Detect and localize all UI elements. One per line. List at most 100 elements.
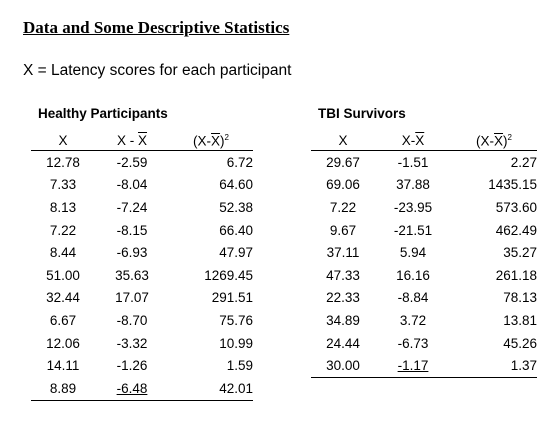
cell-squared-deviation: 261.18 xyxy=(451,264,537,287)
header-deviation-mean: X xyxy=(138,133,148,148)
cell-squared-deviation: 573.60 xyxy=(451,196,537,219)
cell-squared-deviation-value: 47.97 xyxy=(219,245,253,261)
cell-x-value: 32.44 xyxy=(46,290,80,306)
cell-squared-deviation-value: 75.76 xyxy=(219,312,253,328)
cell-deviation: 17.07 xyxy=(95,287,169,310)
table-header-row: X X-X (X-X)2 xyxy=(311,126,537,151)
cell-deviation: -1.26 xyxy=(95,354,169,377)
table-row: 69.06 37.88 1435.15 xyxy=(311,174,537,197)
cell-deviation-value: -1.26 xyxy=(116,358,148,374)
cell-squared-deviation-value: 462.49 xyxy=(495,222,537,238)
cell-x: 9.67 xyxy=(311,219,375,242)
cell-squared-deviation-value: 52.38 xyxy=(219,199,253,215)
cell-deviation-value: -8.84 xyxy=(397,290,429,306)
cell-squared-deviation: 66.40 xyxy=(169,219,253,242)
cell-deviation-value: -8.70 xyxy=(116,312,148,328)
table-row: 14.11 -1.26 1.59 xyxy=(31,354,253,377)
cell-squared-deviation: 47.97 xyxy=(169,241,253,264)
header-sq-mean: X xyxy=(494,133,504,148)
cell-squared-deviation: 10.99 xyxy=(169,332,253,355)
header-x: X xyxy=(31,126,95,151)
cell-x-value: 24.44 xyxy=(326,335,360,351)
cell-squared-deviation: 291.51 xyxy=(169,287,253,310)
cell-x: 34.89 xyxy=(311,309,375,332)
cell-squared-deviation: 1.37 xyxy=(451,354,537,378)
cell-x: 24.44 xyxy=(311,332,375,355)
cell-deviation-value: -1.51 xyxy=(397,154,429,170)
header-deviation-mean: X xyxy=(415,133,425,148)
table-row: 37.11 5.94 35.27 xyxy=(311,241,537,264)
header-sq-suffix: ) xyxy=(220,133,225,148)
table-row: 8.44 -6.93 47.97 xyxy=(31,241,253,264)
cell-deviation-value: 35.63 xyxy=(115,267,149,283)
cell-squared-deviation: 42.01 xyxy=(169,376,253,401)
header-sq-suffix: ) xyxy=(503,133,508,148)
tbi-table: X X-X (X-X)2 29.67 -1.51 2.27 69.06 37.88 143… xyxy=(311,126,537,378)
page-title: Data and Some Descriptive Statistics xyxy=(23,18,290,37)
cell-x: 12.78 xyxy=(31,151,95,174)
cell-x: 32.44 xyxy=(31,287,95,310)
cell-squared-deviation-value: 261.18 xyxy=(495,267,537,283)
cell-deviation-value: -8.04 xyxy=(116,177,148,193)
group-title-healthy: Healthy Participants xyxy=(38,106,168,121)
cell-x-value: 7.22 xyxy=(329,199,357,215)
cell-squared-deviation-value: 35.27 xyxy=(503,245,537,261)
cell-squared-deviation: 1269.45 xyxy=(169,264,253,287)
group-title-tbi: TBI Survivors xyxy=(318,106,406,121)
header-deviation: X-X xyxy=(375,126,451,151)
cell-deviation: -6.93 xyxy=(95,241,169,264)
cell-squared-deviation: 45.26 xyxy=(451,332,537,355)
cell-deviation-value: 3.72 xyxy=(399,312,427,328)
cell-squared-deviation-value: 13.81 xyxy=(503,312,537,328)
cell-deviation-value: -6.73 xyxy=(397,335,429,351)
cell-squared-deviation: 52.38 xyxy=(169,196,253,219)
header-squared-deviation: (X-X)2 xyxy=(451,126,537,151)
cell-deviation-value: -8.15 xyxy=(116,222,148,238)
cell-x-value: 34.89 xyxy=(326,312,360,328)
table-row: 8.89 -6.48 42.01 xyxy=(31,376,253,401)
header-sq-power: 2 xyxy=(224,132,229,142)
cell-deviation-value: -3.32 xyxy=(116,335,148,351)
cell-deviation: 16.16 xyxy=(375,264,451,287)
cell-deviation: 35.63 xyxy=(95,264,169,287)
table-header-row: X X - X (X-X)2 xyxy=(31,126,253,151)
header-deviation: X - X xyxy=(95,126,169,151)
cell-squared-deviation-value: 1.59 xyxy=(226,358,253,374)
cell-x: 30.00 xyxy=(311,354,375,378)
cell-x: 8.89 xyxy=(31,376,95,401)
cell-deviation: 37.88 xyxy=(375,174,451,197)
cell-x-value: 29.67 xyxy=(326,154,360,170)
cell-deviation: 5.94 xyxy=(375,241,451,264)
cell-squared-deviation-value: 78.13 xyxy=(503,290,537,306)
cell-squared-deviation-value: 1269.45 xyxy=(204,267,253,283)
cell-x-value: 12.78 xyxy=(46,154,80,170)
cell-deviation-value: 5.94 xyxy=(399,245,427,261)
cell-deviation: 3.72 xyxy=(375,309,451,332)
cell-deviation: -2.59 xyxy=(95,151,169,174)
cell-deviation: -8.84 xyxy=(375,287,451,310)
cell-squared-deviation-value: 291.51 xyxy=(211,290,253,306)
cell-squared-deviation-value: 66.40 xyxy=(219,222,253,238)
cell-squared-deviation: 1.59 xyxy=(169,354,253,377)
table-row: 22.33 -8.84 78.13 xyxy=(311,287,537,310)
header-sq-mean: X xyxy=(211,133,221,148)
cell-x: 29.67 xyxy=(311,151,375,174)
table-row: 51.00 35.63 1269.45 xyxy=(31,264,253,287)
cell-squared-deviation: 2.27 xyxy=(451,151,537,174)
cell-x-value: 12.06 xyxy=(46,335,80,351)
cell-deviation-value: -6.93 xyxy=(116,245,148,261)
cell-deviation: -8.04 xyxy=(95,174,169,197)
header-deviation-prefix: X - xyxy=(116,133,138,148)
cell-deviation-value: 37.88 xyxy=(396,177,430,193)
cell-x-value: 9.67 xyxy=(329,222,357,238)
header-squared-deviation: (X-X)2 xyxy=(169,126,253,151)
header-x: X xyxy=(311,126,375,151)
cell-squared-deviation: 13.81 xyxy=(451,309,537,332)
table-row: 29.67 -1.51 2.27 xyxy=(311,151,537,174)
cell-x-value: 69.06 xyxy=(326,177,360,193)
cell-deviation: -1.17 xyxy=(375,354,451,378)
cell-x: 14.11 xyxy=(31,354,95,377)
table-row: 32.44 17.07 291.51 xyxy=(31,287,253,310)
cell-x-value: 8.44 xyxy=(49,245,77,261)
cell-deviation: -8.70 xyxy=(95,309,169,332)
